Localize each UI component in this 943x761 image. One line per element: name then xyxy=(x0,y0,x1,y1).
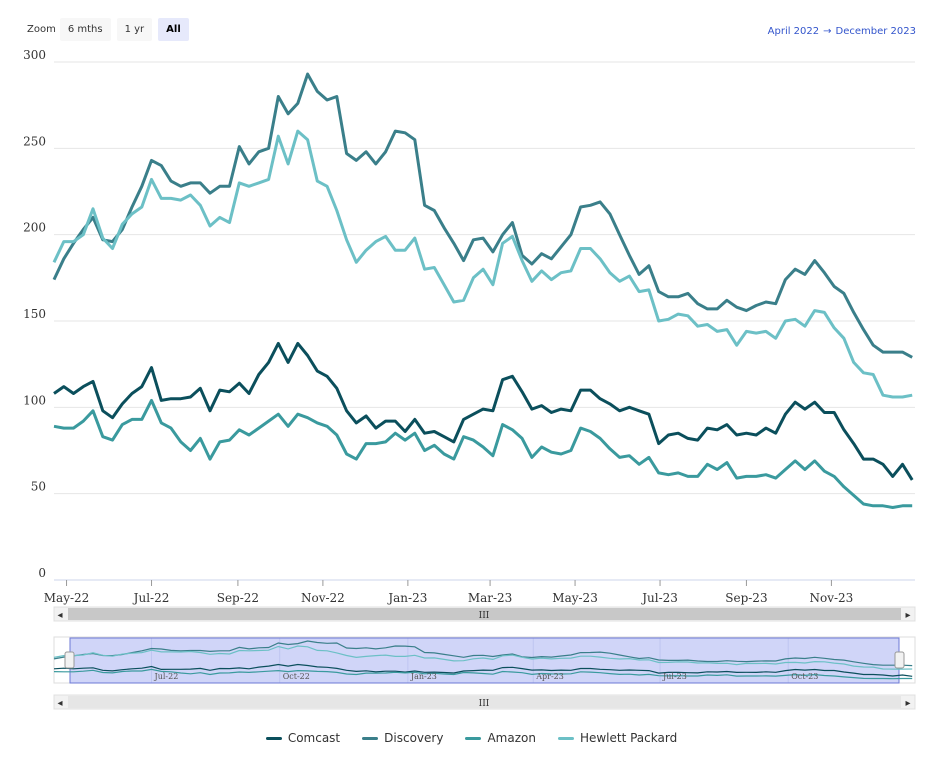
zoom-1-year-button[interactable]: 1 yr xyxy=(116,17,153,41)
navigator[interactable]: Jul-22 Oct-22 Jan-23 Apr-23 Jul-23 Oct-23 xyxy=(53,636,916,684)
y-tick-label: 200 xyxy=(23,221,46,235)
series-line-comcast[interactable] xyxy=(53,341,914,481)
series-line-discovery[interactable] xyxy=(52,72,913,359)
navigator-tick-label: Jul-22 xyxy=(154,672,179,681)
navigator-tick-label: Jul-23 xyxy=(662,672,687,681)
y-tick-label: 50 xyxy=(31,480,46,494)
legend-label-discovery: Discovery xyxy=(384,731,444,745)
zoom-6-months-button[interactable]: 6 mths xyxy=(59,17,111,41)
zoom-label: Zoom xyxy=(27,23,56,35)
x-tick-label: Jan-23 xyxy=(386,591,427,605)
legend-swatch-hewlett-packard xyxy=(557,736,574,740)
navigator-tick-label: Jan-23 xyxy=(410,672,437,681)
legend-swatch-discovery xyxy=(362,736,379,740)
navigator-scroll-left-arrow[interactable]: ◂ xyxy=(57,698,62,709)
main-scrollbar[interactable]: III ◂ ▸ xyxy=(53,606,916,622)
x-tick-label: Jul-22 xyxy=(132,591,170,605)
navigator-tick-label: Oct-23 xyxy=(791,672,818,681)
y-tick-label: 150 xyxy=(23,307,46,321)
date-range-display: April 2022 → December 2023 xyxy=(768,26,916,37)
navigator-scrollbar-thumb[interactable] xyxy=(68,696,901,708)
x-tick-label: May-22 xyxy=(44,591,90,605)
main-scroll-right-arrow[interactable]: ▸ xyxy=(905,610,910,621)
legend-swatch-amazon xyxy=(465,736,482,740)
x-tick-label: Jul-23 xyxy=(640,591,678,605)
legend-label-hewlett-packard: Hewlett Packard xyxy=(579,731,678,745)
navigator-tick-label: Apr-23 xyxy=(535,672,564,681)
legend-item-discovery[interactable]: Discovery xyxy=(362,731,443,745)
navigator-left-handle[interactable] xyxy=(64,651,75,669)
navigator-series-discovery xyxy=(53,640,913,667)
series-line-amazon[interactable] xyxy=(53,398,913,509)
main-scrollbar-thumb[interactable] xyxy=(68,608,901,620)
y-tick-label: 250 xyxy=(23,134,46,148)
x-axis-ticks: May-22 Jul-22 Sep-22 Nov-22 Jan-23 Mar-23 May-… xyxy=(44,580,853,605)
legend-label-amazon: Amazon xyxy=(487,731,536,745)
main-scrollbar-grip: III xyxy=(479,611,490,621)
navigator-tick-label: Oct-22 xyxy=(283,672,310,681)
date-range-from[interactable]: April 2022 xyxy=(767,26,820,37)
navigator-scrollbar[interactable]: III ◂ ▸ xyxy=(53,694,916,710)
legend-label-comcast: Comcast xyxy=(287,731,341,745)
navigator-series xyxy=(53,640,913,680)
legend-item-amazon[interactable]: Amazon xyxy=(465,731,536,745)
navigator-labels: Jul-22 Oct-22 Jan-23 Apr-23 Jul-23 Oct-23 xyxy=(154,672,819,681)
date-range-separator: → xyxy=(823,26,832,37)
zoom-controls: Zoom 6 mths 1 yr All xyxy=(27,17,195,41)
x-tick-label: Nov-22 xyxy=(301,591,345,605)
zoom-all-button[interactable]: All xyxy=(158,17,189,41)
legend-item-hewlett-packard[interactable]: Hewlett Packard xyxy=(557,731,678,745)
main-scroll-left-arrow[interactable]: ◂ xyxy=(57,610,62,621)
series-line-hewlett-packard[interactable] xyxy=(52,129,913,399)
y-tick-label: 0 xyxy=(38,566,46,580)
legend: Comcast Discovery Amazon Hewlett Packard xyxy=(0,731,943,745)
date-range-to[interactable]: December 2023 xyxy=(835,26,916,37)
y-axis-ticks: 0 50 100 150 200 250 300 xyxy=(23,48,46,580)
navigator-scrollbar-grip: III xyxy=(479,699,490,709)
x-tick-label: Sep-22 xyxy=(217,591,259,605)
navigator-right-handle[interactable] xyxy=(894,651,905,669)
series-lines xyxy=(52,72,914,509)
x-tick-label: Mar-23 xyxy=(468,591,513,605)
x-tick-label: Nov-23 xyxy=(809,591,853,605)
x-tick-label: May-23 xyxy=(552,591,598,605)
navigator-series-comcast xyxy=(53,663,913,677)
navigator-scroll-right-arrow[interactable]: ▸ xyxy=(905,698,910,709)
gridlines xyxy=(54,61,915,581)
y-tick-label: 300 xyxy=(23,48,46,62)
navigator-series-hewlett-packard xyxy=(53,645,913,670)
navigator-series-amazon xyxy=(53,668,913,680)
legend-item-comcast[interactable]: Comcast xyxy=(265,731,341,745)
x-tick-label: Sep-23 xyxy=(725,591,767,605)
legend-swatch-comcast xyxy=(265,736,282,740)
y-tick-label: 100 xyxy=(23,393,46,407)
